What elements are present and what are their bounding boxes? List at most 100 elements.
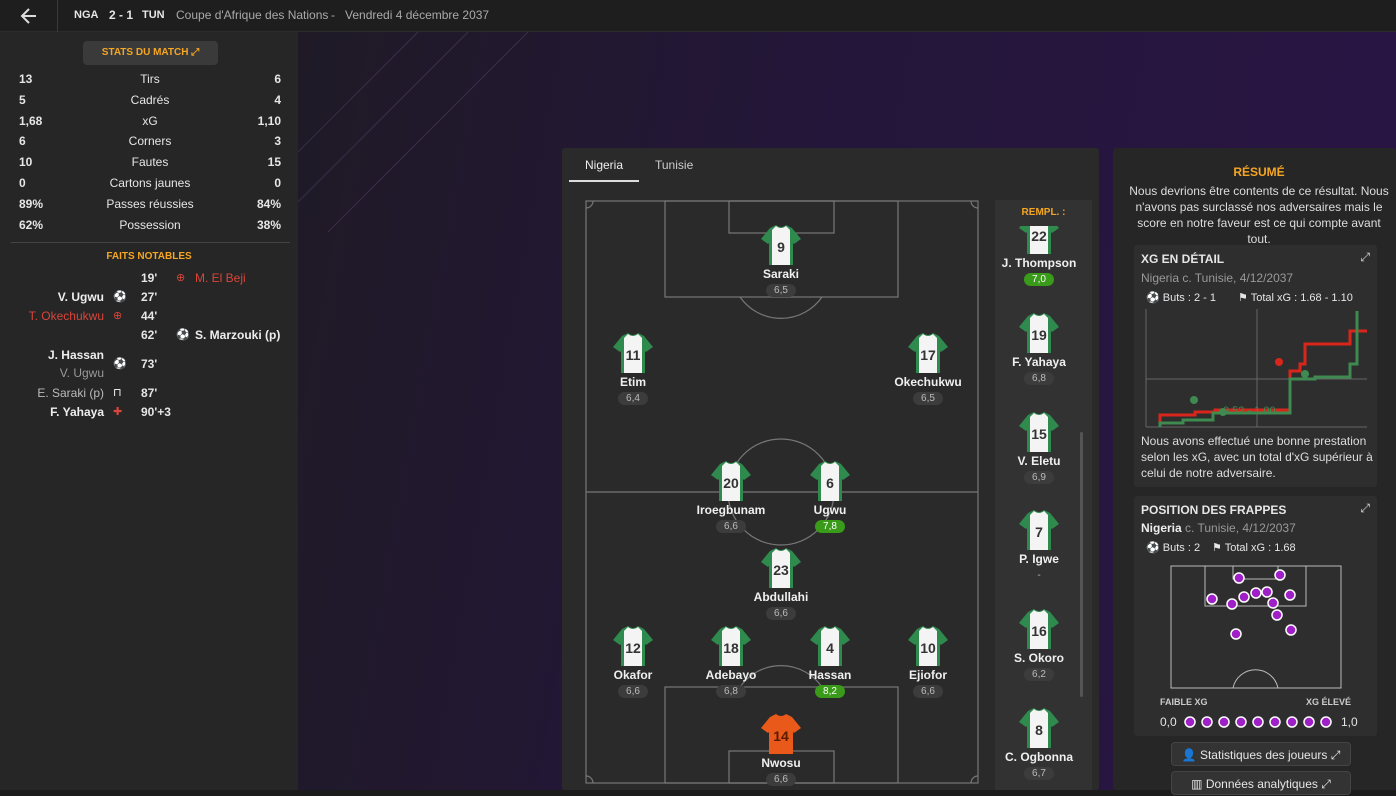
shots-card: POSITION DES FRAPPES ⤢ Nigeria c. Tunisi… (1134, 496, 1377, 736)
away-value: 0 (274, 176, 281, 190)
stat-row: 6 Corners 3 (0, 131, 298, 151)
home-team: NGA (74, 9, 99, 21)
player[interactable]: 20 Iroegbunam 6,6 (671, 460, 791, 533)
player-name: Iroegbunam (696, 503, 766, 517)
tab[interactable]: Tunisie (655, 158, 694, 172)
minute: 27' (141, 289, 158, 304)
jersey: 23 (761, 548, 801, 588)
shots-total: ⚑ Total xG : 1.68 (1212, 542, 1296, 554)
xg-card: XG EN DÉTAIL ⤢ Nigeria c. Tunisie, 4/12/… (1134, 245, 1377, 487)
stat-label: Fautes (131, 155, 169, 170)
player-name: Okechukwu (894, 375, 962, 389)
player-name: V. Eletu (1017, 453, 1061, 468)
stats-button-label: STATS DU MATCH (101, 47, 189, 58)
player[interactable]: 17 Okechukwu 6,5 (868, 332, 988, 405)
away-value: 1,10 (257, 113, 281, 128)
player[interactable]: 18 Adebayo 6,8 (671, 625, 791, 698)
event-icon: ⚽ (113, 290, 127, 303)
stats-button[interactable]: STATS DU MATCH ⤢ (83, 41, 218, 65)
separator: - (331, 8, 335, 22)
expand-icon[interactable]: ⤢ (1360, 250, 1370, 264)
event-icon: ⚽ (113, 357, 127, 370)
player[interactable]: 12 Okafor 6,6 (573, 625, 693, 698)
event-icon: ✚ (113, 405, 123, 418)
xg-title: XG EN DÉTAIL (1141, 252, 1225, 266)
player[interactable]: 16 S. Okoro 6,2 (979, 608, 1099, 682)
player-rating: 6,6 (716, 520, 746, 533)
stat-row: 89% Passes réussies 84% (0, 194, 298, 214)
xg-text: Nous avons effectué une bonne prestation… (1141, 434, 1373, 480)
tab[interactable]: Nigeria (585, 158, 624, 172)
minute: 87' (141, 385, 158, 400)
xg-timeline (1145, 309, 1367, 428)
stat-row: 62% Possession 38% (0, 215, 298, 235)
player[interactable]: 6 Ugwu 7,8 (770, 460, 890, 533)
decoration (298, 32, 529, 232)
jersey: 11 (613, 333, 653, 373)
player-stats-button[interactable]: 👤 Statistiques des joueurs ⤢ (1171, 742, 1351, 766)
player[interactable]: 11 Etim 6,4 (573, 332, 693, 405)
tab-indicator (569, 180, 639, 182)
player-rating: 7,8 (815, 520, 845, 533)
scale-max: 1,0 (1341, 715, 1358, 729)
jersey-number: 20 (723, 475, 739, 491)
jersey: 4 (810, 626, 850, 666)
back-button[interactable] (20, 7, 38, 25)
stat-row: 10 Fautes 15 (0, 152, 298, 172)
player[interactable]: 8 C. Ogbonna 6,7 (979, 707, 1099, 780)
player-name: Hassan (808, 668, 852, 682)
scale-min: 0,0 (1160, 715, 1177, 729)
player[interactable]: 23 Abdullahi 6,6 (721, 547, 841, 620)
home-value: 0 (19, 176, 26, 190)
competition: Coupe d'Afrique des Nations (176, 8, 329, 22)
analytics-button[interactable]: ▥ Données analytiques ⤢ (1171, 771, 1351, 795)
scale-low: FAIBLE XG (1160, 697, 1208, 707)
player[interactable]: 7 P. Igwe - (979, 509, 1099, 582)
player[interactable]: 15 V. Eletu 6,9 (979, 411, 1099, 484)
player-name: Etim (619, 375, 646, 389)
home-value: 13 (19, 72, 33, 86)
jersey-number: 14 (773, 728, 789, 744)
assist-player: V. Ugwu (59, 365, 104, 380)
away-value: 38% (256, 217, 281, 232)
button-label: Données analytiques (1205, 777, 1318, 791)
jersey-number: 9 (777, 239, 785, 255)
player-name: C. Ogbonna (1005, 750, 1073, 764)
stat-row: 1,68 xG 1,10 (0, 111, 298, 131)
event-icon: ⊕ (113, 309, 123, 322)
home-value: 5 (19, 92, 26, 107)
minute: 19' (141, 270, 158, 285)
scrollbar[interactable] (1080, 432, 1083, 697)
player-rating: 6,5 (766, 284, 796, 297)
button-label: Statistiques des joueurs (1199, 748, 1328, 762)
shots-goals-text: Buts : 2 (1162, 542, 1201, 554)
player-rating: 6,6 (913, 685, 943, 698)
date: Vendredi 4 décembre 2037 (345, 8, 490, 22)
stats-panel: STATS DU MATCH ⤢ 13 Tirs 6 5 Cadrés 4 1,68 xG 1,… (0, 32, 298, 790)
shot-map (1170, 565, 1342, 689)
player[interactable]: 10 Ejiofor 6,6 (868, 625, 988, 698)
xg-total-text: Total xG : 1.68 - 1.10 (1250, 292, 1353, 304)
home-player: V. Ugwu (57, 290, 104, 305)
minute: 73' (141, 356, 158, 371)
home-value: 6 (19, 134, 26, 149)
event-icon: ⊕ (176, 271, 186, 284)
xg-goals-text: Buts : 2 - 1 (1162, 292, 1216, 304)
minute: 90'+3 (141, 404, 171, 419)
player-rating: 6,8 (716, 685, 746, 698)
shots-subtitle: Nigeria c. Tunisie, 4/12/2037 (1141, 521, 1296, 535)
player-name: Adebayo (705, 668, 757, 682)
player[interactable]: 19 F. Yahaya 6,8 (979, 312, 1099, 385)
event-row: 73' J. Hassan V. Ugwu ⚽ (0, 345, 298, 383)
player[interactable]: 14 Nwosu 6,6 (721, 713, 841, 786)
stat-label: Corners (128, 134, 172, 149)
stat-label: xG (142, 113, 158, 128)
jersey: 17 (908, 333, 948, 373)
player[interactable]: 4 Hassan 8,2 (770, 625, 890, 698)
jersey-number: 17 (920, 347, 936, 363)
player[interactable]: 9 Saraki 6,5 (721, 224, 841, 297)
expand-icon[interactable]: ⤢ (1360, 501, 1370, 515)
stat-label: Passes réussies (106, 196, 194, 211)
event-row: 19' ⊕ M. El Beji (0, 268, 298, 287)
jersey: 10 (908, 626, 948, 666)
